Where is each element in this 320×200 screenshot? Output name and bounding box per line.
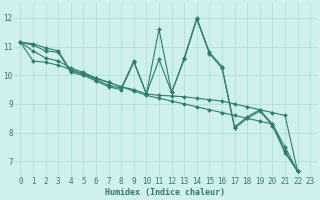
X-axis label: Humidex (Indice chaleur): Humidex (Indice chaleur)	[105, 188, 225, 197]
